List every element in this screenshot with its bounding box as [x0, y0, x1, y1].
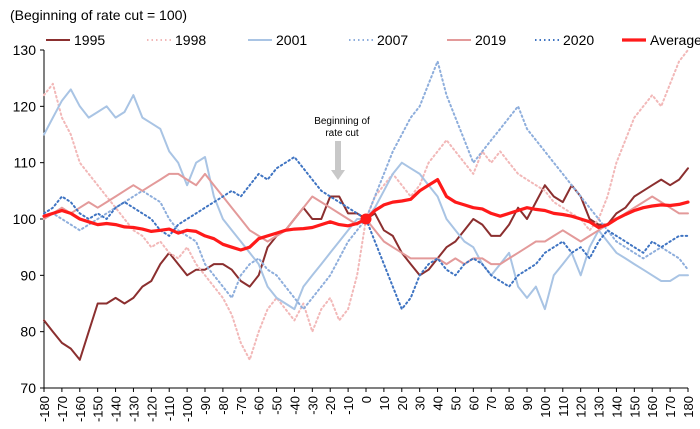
x-tick-label: 130 — [592, 396, 607, 418]
x-tick-label: 140 — [609, 396, 624, 418]
x-tick-label: -90 — [198, 396, 213, 415]
y-tick-label: 110 — [14, 155, 37, 171]
x-tick-label: 90 — [520, 396, 535, 410]
x-tick-label: 40 — [431, 396, 446, 410]
x-tick-label: 60 — [466, 396, 481, 410]
annotation-line-1: Beginning of — [314, 116, 370, 127]
series-layer — [42, 49, 690, 361]
annotation-arrow-icon — [331, 141, 345, 180]
x-tick-label: -160 — [73, 396, 88, 422]
legend-label-1998: 1998 — [175, 32, 206, 48]
x-tick-label: 70 — [484, 396, 499, 410]
x-tick-label: -60 — [252, 396, 267, 415]
x-tick-label: 80 — [502, 396, 517, 410]
y-tick-label: 90 — [20, 267, 36, 283]
x-tick-label: 50 — [448, 396, 463, 410]
x-tick-label: 170 — [663, 396, 678, 418]
x-tick-label: -30 — [305, 396, 320, 415]
x-tick-label: 20 — [395, 396, 410, 410]
x-tick-label: -70 — [234, 396, 249, 415]
series-line-2007 — [43, 60, 689, 311]
legend-label-average: Average — [650, 32, 700, 48]
x-tick-label: -20 — [323, 396, 338, 415]
x-tick-label: 30 — [413, 396, 428, 410]
x-tick-label: 180 — [681, 396, 696, 418]
legend-label-2007: 2007 — [377, 32, 408, 48]
legend-label-2020: 2020 — [563, 32, 594, 48]
legend: 1995 1998 2001 2007 2019 2020 Average — [46, 32, 700, 48]
x-tick-label: -140 — [109, 396, 124, 422]
x-tick-label: -10 — [341, 396, 356, 415]
x-tick-label: -80 — [216, 396, 231, 415]
x-tick-label: 0 — [359, 396, 374, 403]
x-tick-label: -120 — [144, 396, 159, 422]
rate-cut-marker — [360, 213, 372, 225]
x-tick-label: 10 — [377, 396, 392, 410]
x-tick-label: -110 — [162, 396, 177, 421]
y-axis: 70 80 90 100 110 120 130 — [13, 42, 45, 396]
y-tick-label: 70 — [20, 380, 36, 396]
unit-note: (Beginning of rate cut = 100) — [10, 7, 187, 23]
x-tick-label: 160 — [645, 396, 660, 418]
series-line-2020 — [43, 156, 689, 311]
x-tick-label: 110 — [556, 396, 571, 417]
x-tick-label: -50 — [270, 396, 285, 415]
y-tick-label: 80 — [20, 324, 36, 340]
x-tick-label: -180 — [37, 396, 52, 422]
series-line-1998 — [43, 49, 689, 361]
y-tick-label: 130 — [13, 42, 37, 58]
x-tick-label: -100 — [180, 396, 195, 422]
annotation-line-2: rate cut — [325, 128, 359, 139]
y-tick-label: 100 — [13, 211, 37, 227]
x-tick-label: 120 — [574, 396, 589, 418]
y-tick-label: 120 — [13, 98, 37, 114]
x-tick-label: -170 — [55, 396, 70, 422]
legend-label-1995: 1995 — [74, 32, 105, 48]
x-tick-label: -130 — [126, 396, 141, 422]
x-tick-label: -150 — [91, 396, 106, 422]
x-tick-label: -40 — [287, 396, 302, 415]
x-axis: -180 -170 -160 -150 -140 -130 -120 -110 -100 -90-… — [37, 387, 696, 422]
legend-label-2001: 2001 — [276, 32, 307, 48]
x-tick-label: 150 — [627, 396, 642, 418]
series-line-1995 — [43, 167, 689, 361]
legend-label-2019: 2019 — [475, 32, 506, 48]
x-tick-label: 100 — [538, 396, 553, 418]
